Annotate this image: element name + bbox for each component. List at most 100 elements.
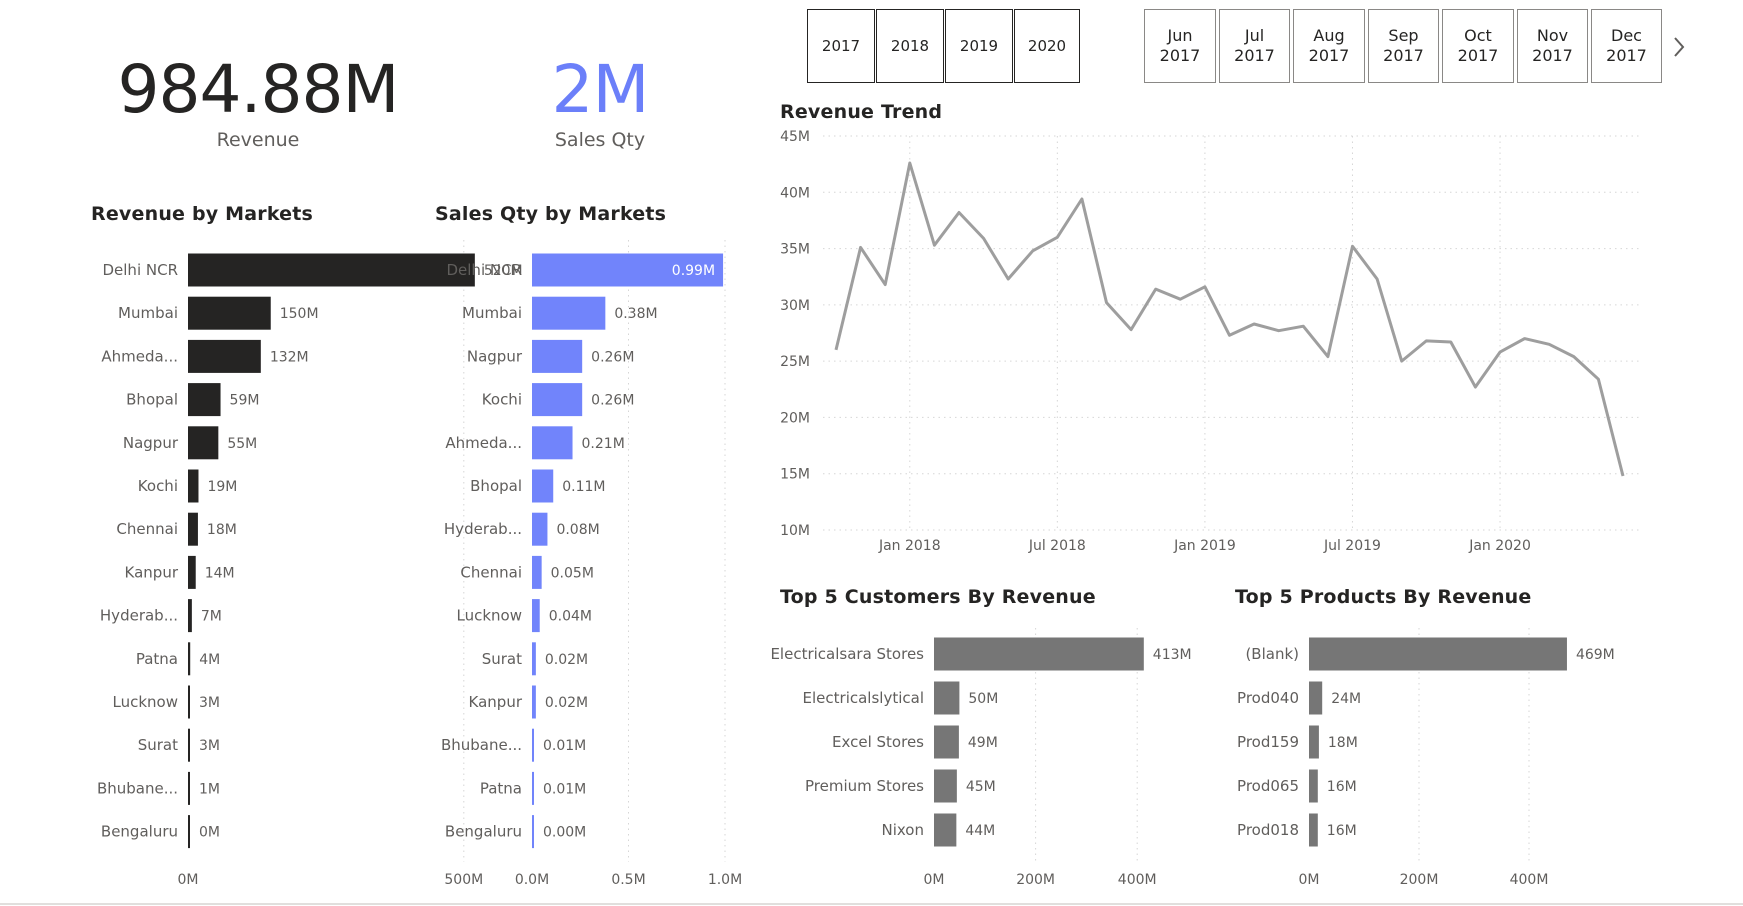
revenue-by-markets-data-label: 59M — [230, 393, 260, 409]
top5-customers-data-label: 44M — [965, 823, 995, 839]
month-slicer-jul-2017[interactable]: Jul 2017 — [1219, 9, 1290, 83]
revenue-by-markets-bar — [188, 771, 190, 805]
revenue-by-markets-data-label: 4M — [199, 652, 220, 668]
year-slicer-2018[interactable]: 2018 — [876, 9, 944, 83]
revenue-by-markets-bar — [188, 642, 191, 676]
revenue-by-markets-category-label: Hyderab... — [100, 607, 178, 625]
sales-qty-by-markets-category-label: Chennai — [460, 563, 522, 581]
year-slicer-2017[interactable]: 2017 — [807, 9, 875, 83]
sales-qty-by-markets-data-label: 0.38M — [614, 306, 657, 322]
top5-customers-bar — [934, 637, 1144, 671]
month-slicer-nov-2017[interactable]: Nov 2017 — [1517, 9, 1588, 83]
top5-products-data-label: 16M — [1327, 779, 1357, 795]
sales-qty-kpi-label: Sales Qty — [554, 129, 646, 151]
top5-products-x-tick-label: 0M — [1299, 872, 1320, 888]
top5-products-bar — [1309, 769, 1318, 803]
sales-qty-by-markets-title: Sales Qty by Markets — [435, 203, 667, 225]
sales-qty-by-markets-data-label: 0.11M — [562, 479, 605, 495]
revenue-by-markets-bar — [188, 728, 190, 762]
top5-products-category-label: Prod159 — [1237, 733, 1299, 751]
top5-products-x-tick-label: 400M — [1510, 872, 1549, 888]
top5-products-category-label: Prod065 — [1237, 777, 1299, 795]
sales-qty-by-markets-category-label: Bhopal — [470, 477, 522, 495]
top5-customers-bar — [934, 725, 959, 759]
revenue-by-markets-category-label: Surat — [138, 736, 178, 754]
revenue-by-markets-data-label: 3M — [199, 695, 220, 711]
top5-products-category-label: Prod040 — [1237, 689, 1299, 707]
revenue-trend-y-tick-label: 15M — [780, 467, 810, 483]
revenue-by-markets-category-label: Ahmeda... — [101, 347, 178, 365]
month-slicer-jun-2017[interactable]: Jun 2017 — [1144, 9, 1216, 83]
sales-qty-by-markets-data-label: 0.99M — [672, 263, 715, 279]
top5-products-bar — [1309, 725, 1319, 759]
top5-customers-title: Top 5 Customers By Revenue — [780, 586, 1096, 608]
revenue-trend-title: Revenue Trend — [780, 101, 943, 123]
sales-qty-by-markets-data-label: 0.01M — [543, 738, 586, 754]
top5-customers-category-label: Excel Stores — [832, 733, 924, 751]
sales-qty-by-markets-x-tick-label: 0.5M — [611, 872, 645, 888]
revenue-trend-x-tick-label: Jan 2019 — [1173, 538, 1236, 554]
top5-products-data-label: 24M — [1331, 691, 1361, 707]
revenue-trend-series-line — [834, 161, 1625, 477]
top5-products-data-label: 16M — [1327, 823, 1357, 839]
sales-qty-by-markets-category-label: Ahmeda... — [445, 434, 522, 452]
sales-qty-by-markets-category-label: Nagpur — [467, 347, 523, 365]
top5-customers-category-label: Electricalsara Stores — [770, 645, 924, 663]
revenue-by-markets-category-label: Chennai — [116, 520, 178, 538]
top5-products-data-label: 469M — [1576, 647, 1615, 663]
revenue-by-markets-bar — [188, 685, 190, 719]
sales-qty-by-markets-data-label: 0.26M — [591, 349, 634, 365]
month-slicer-sep-2017[interactable]: Sep 2017 — [1368, 9, 1439, 83]
revenue-by-markets-category-label: Mumbai — [118, 304, 178, 322]
revenue-by-markets-bar — [188, 383, 221, 417]
revenue-by-markets-data-label: 150M — [280, 306, 319, 322]
chevron-right-icon[interactable] — [1665, 30, 1693, 64]
sales-qty-by-markets-bar — [532, 771, 534, 805]
top5-customers-category-label: Nixon — [882, 821, 925, 839]
revenue-kpi-card: 984.88M Revenue — [113, 57, 403, 152]
revenue-by-markets-bar — [188, 253, 475, 287]
top5-products-data-label: 18M — [1328, 735, 1358, 751]
year-slicer-2020[interactable]: 2020 — [1014, 9, 1080, 83]
revenue-by-markets-title: Revenue by Markets — [91, 203, 314, 225]
top5-customers-category-label: Premium Stores — [805, 777, 924, 795]
revenue-trend-y-tick-label: 35M — [780, 242, 810, 258]
top5-customers-data-label: 413M — [1153, 647, 1192, 663]
sales-qty-by-markets-bar — [532, 599, 540, 633]
sales-qty-by-markets-category-label: Bengaluru — [445, 823, 522, 841]
sales-qty-by-markets-category-label: Kanpur — [469, 693, 523, 711]
revenue-by-markets-bar — [188, 512, 198, 546]
month-slicer-oct-2017[interactable]: Oct 2017 — [1442, 9, 1514, 83]
month-slicer-dec-2017[interactable]: Dec 2017 — [1591, 9, 1662, 83]
top5-products-bar — [1309, 681, 1323, 715]
revenue-by-markets-bar — [188, 599, 192, 633]
sales-qty-by-markets-bar — [532, 685, 536, 719]
top5-products-bar — [1309, 637, 1567, 671]
sales-qty-by-markets-bar — [532, 512, 548, 546]
sales-qty-by-markets-x-tick-label: 1.0M — [708, 872, 742, 888]
revenue-by-markets-category-label: Lucknow — [113, 693, 179, 711]
revenue-by-markets-data-label: 18M — [207, 522, 237, 538]
sales-qty-by-markets-data-label: 0.05M — [551, 565, 594, 581]
revenue-by-markets-x-tick-label: 500M — [444, 872, 483, 888]
footer-divider — [0, 903, 1743, 905]
revenue-kpi-label: Revenue — [216, 129, 300, 151]
revenue-trend-y-tick-label: 25M — [780, 354, 810, 370]
sales-qty-by-markets-data-label: 0.26M — [591, 393, 634, 409]
revenue-by-markets-data-label: 19M — [207, 479, 237, 495]
sales-qty-by-markets-data-label: 0.02M — [545, 695, 588, 711]
revenue-by-markets-data-label: 3M — [199, 738, 220, 754]
top5-customers-data-label: 45M — [966, 779, 996, 795]
top5-products-category-label: (Blank) — [1245, 645, 1299, 663]
sales-qty-by-markets-data-label: 0.21M — [582, 436, 625, 452]
revenue-by-markets-data-label: 520M — [484, 263, 523, 279]
revenue-by-markets-data-label: 7M — [201, 609, 222, 625]
sales-qty-by-markets-bar — [532, 728, 534, 762]
month-slicer-aug-2017[interactable]: Aug 2017 — [1293, 9, 1365, 83]
sales-qty-kpi-card: 2M Sales Qty — [490, 57, 710, 152]
top5-customers-bar — [934, 681, 960, 715]
revenue-by-markets-bar — [188, 426, 219, 460]
year-slicer-2019[interactable]: 2019 — [945, 9, 1013, 83]
revenue-trend-y-tick-label: 45M — [780, 129, 810, 145]
revenue-by-markets-data-label: 132M — [270, 349, 309, 365]
